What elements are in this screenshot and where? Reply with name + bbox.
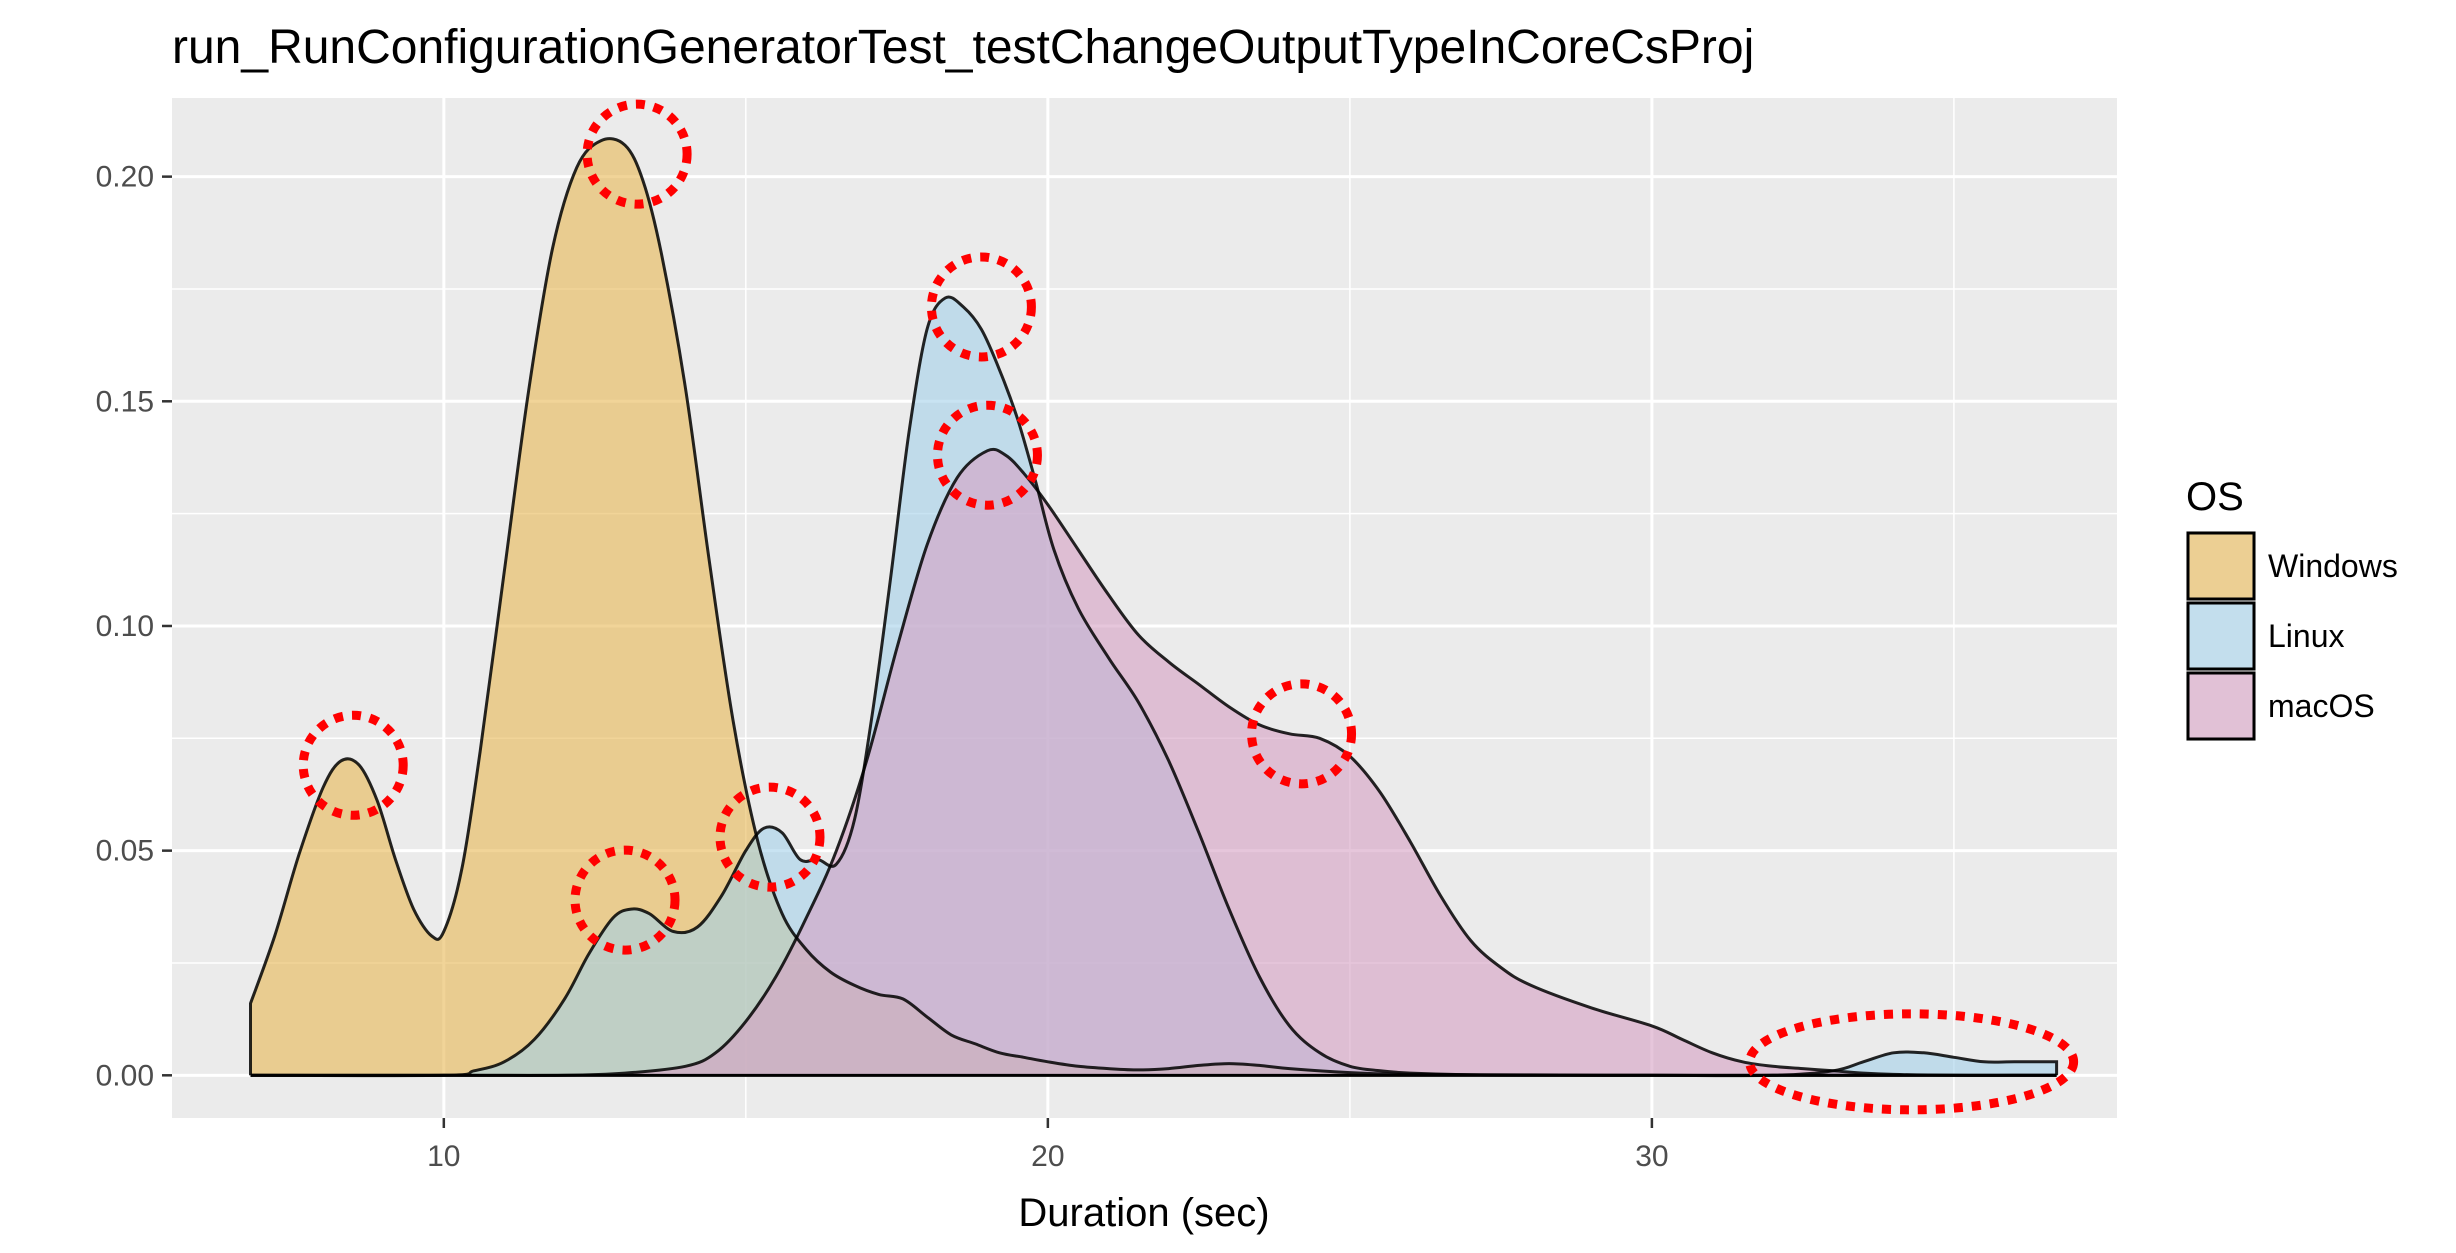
x-axis-ticks: 10 20 30 xyxy=(427,1118,1669,1173)
legend-label-linux: Linux xyxy=(2268,618,2345,654)
chart-title: run_RunConfigurationGeneratorTest_testCh… xyxy=(172,21,1754,74)
highlight-ellipse xyxy=(932,400,1042,510)
legend: OS Windows Linux macOS xyxy=(2186,475,2398,741)
y-tick-label: 0.10 xyxy=(96,610,154,643)
x-tick-label: 20 xyxy=(1031,1140,1064,1173)
legend-swatch-linux xyxy=(2186,601,2256,671)
highlight-ellipse xyxy=(298,710,408,820)
highlight-ellipse xyxy=(715,782,825,892)
y-tick-label: 0.05 xyxy=(96,835,154,868)
density-area-windows xyxy=(250,138,2057,1076)
highlight-annotations xyxy=(298,99,2079,1115)
x-tick-label: 30 xyxy=(1635,1140,1668,1173)
density-area-macos xyxy=(250,449,2057,1076)
legend-swatch-macos xyxy=(2186,671,2256,741)
highlight-ellipse xyxy=(1247,679,1357,789)
y-tick-label: 0.00 xyxy=(96,1059,154,1092)
y-tick-label: 0.15 xyxy=(96,385,154,418)
density-outline-macos xyxy=(250,447,2057,1077)
highlight-ellipse xyxy=(582,99,692,209)
density-outlines xyxy=(249,137,2059,1078)
y-tick-label: 0.20 xyxy=(96,161,154,194)
legend-title: OS xyxy=(2186,475,2244,519)
legend-label-windows: Windows xyxy=(2268,548,2398,584)
x-axis-title: Duration (sec) xyxy=(1018,1191,1269,1235)
y-axis-ticks: 0.00 0.05 0.10 0.15 0.20 xyxy=(96,161,172,1092)
legend-label-macos: macOS xyxy=(2268,688,2375,724)
legend-swatch-windows xyxy=(2186,531,2256,601)
density-areas xyxy=(250,138,2057,1076)
density-outline-windows xyxy=(249,137,2057,1077)
highlight-ellipse xyxy=(570,845,680,955)
highlight-ellipse xyxy=(926,252,1036,362)
x-tick-label: 10 xyxy=(427,1140,460,1173)
highlight-ellipse xyxy=(1745,1009,2079,1115)
